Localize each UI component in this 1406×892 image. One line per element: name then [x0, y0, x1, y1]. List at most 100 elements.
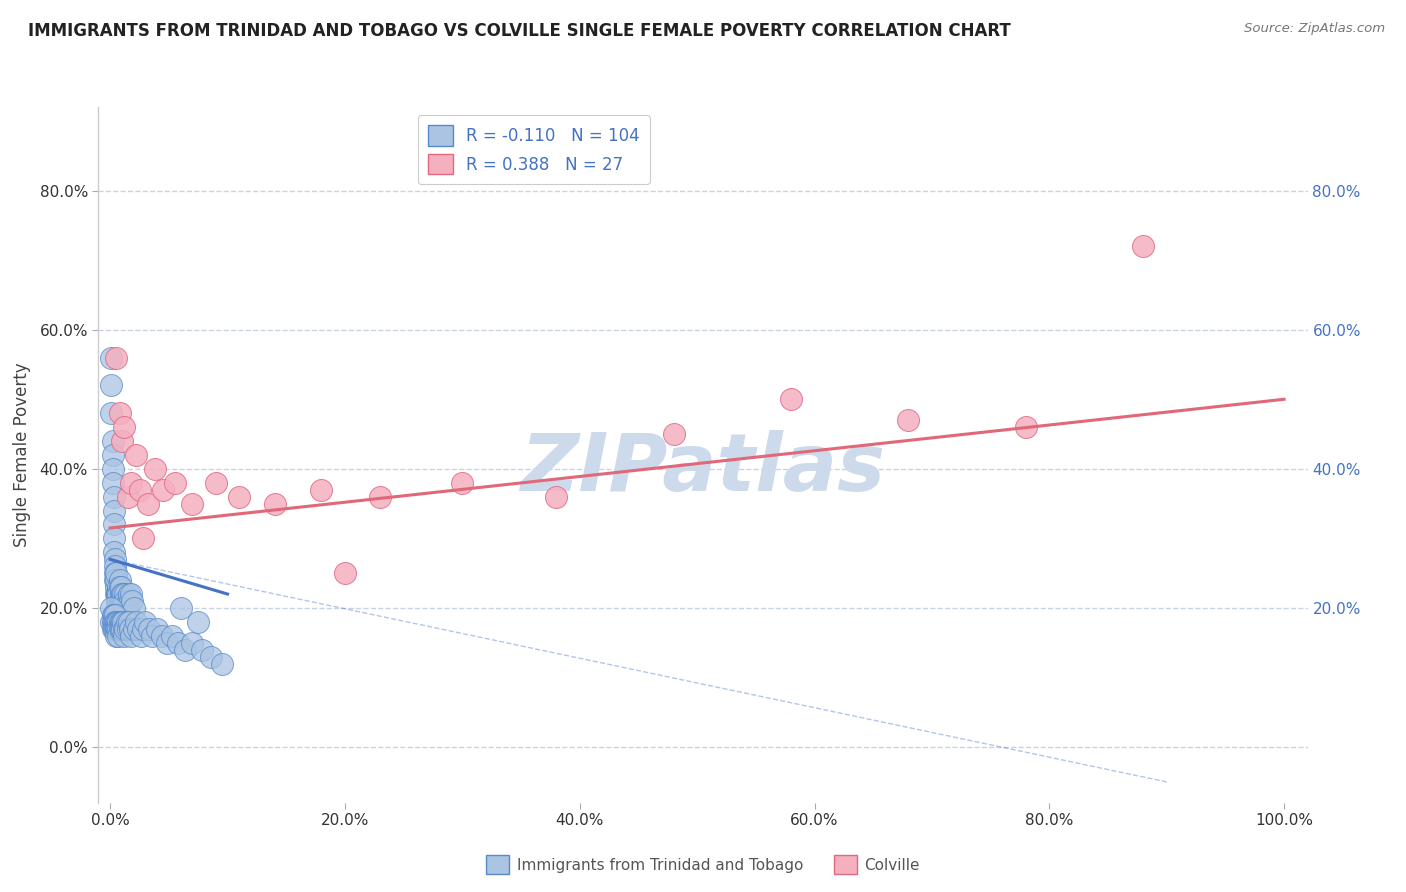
Point: [120, 475, 142, 490]
Point: [112, 420, 135, 434]
Point: [105, 573, 128, 587]
Legend: R = -0.110   N = 104, R = 0.388   N = 27: R = -0.110 N = 104, R = 0.388 N = 27: [418, 115, 650, 185]
Point: [162, 629, 184, 643]
Point: [120, 622, 142, 636]
Point: [103, 615, 125, 629]
Point: [120, 629, 142, 643]
Legend: Immigrants from Trinidad and Tobago, Colville: Immigrants from Trinidad and Tobago, Col…: [479, 849, 927, 880]
Point: [311, 483, 333, 497]
Point: [108, 573, 131, 587]
Point: [100, 601, 122, 615]
Point: [103, 545, 125, 559]
Point: [101, 475, 124, 490]
Point: [897, 413, 920, 427]
Point: [105, 580, 128, 594]
Point: [132, 622, 155, 636]
Point: [662, 427, 685, 442]
Point: [104, 559, 127, 574]
Point: [105, 615, 128, 629]
Point: [111, 622, 134, 636]
Point: [263, 497, 285, 511]
Point: [107, 622, 129, 636]
Point: [128, 483, 150, 497]
Point: [1015, 420, 1038, 434]
Point: [104, 615, 127, 629]
Point: [368, 490, 391, 504]
Point: [105, 587, 128, 601]
Point: [101, 607, 124, 622]
Point: [143, 462, 166, 476]
Point: [181, 636, 204, 650]
Point: [101, 434, 124, 448]
Point: [117, 490, 139, 504]
Point: [104, 566, 127, 581]
Point: [103, 607, 125, 622]
Point: [333, 566, 356, 581]
Point: [101, 615, 124, 629]
Point: [105, 601, 128, 615]
Point: [108, 615, 131, 629]
Point: [118, 615, 141, 629]
Point: [103, 622, 125, 636]
Point: [103, 503, 125, 517]
Point: [112, 601, 135, 615]
Point: [110, 622, 132, 636]
Point: [1132, 239, 1154, 253]
Point: [200, 649, 222, 664]
Point: [150, 629, 173, 643]
Point: [117, 622, 139, 636]
Point: [451, 475, 474, 490]
Point: [114, 594, 136, 608]
Point: [103, 517, 125, 532]
Point: [107, 587, 129, 601]
Point: [107, 615, 129, 629]
Point: [211, 657, 233, 671]
Point: [105, 566, 128, 581]
Point: [127, 622, 149, 636]
Point: [163, 475, 186, 490]
Point: [112, 629, 135, 643]
Point: [115, 615, 138, 629]
Point: [112, 615, 135, 629]
Point: [174, 642, 197, 657]
Point: [122, 622, 145, 636]
Point: [111, 594, 134, 608]
Point: [112, 594, 135, 608]
Point: [104, 622, 127, 636]
Point: [115, 601, 138, 615]
Point: [117, 594, 139, 608]
Point: [105, 622, 128, 636]
Point: [780, 392, 803, 407]
Point: [169, 601, 191, 615]
Point: [101, 448, 124, 462]
Point: [105, 615, 128, 629]
Point: [105, 587, 128, 601]
Point: [111, 587, 134, 601]
Point: [111, 434, 134, 448]
Point: [152, 483, 174, 497]
Point: [110, 587, 132, 601]
Point: [108, 622, 131, 636]
Point: [155, 636, 177, 650]
Point: [114, 622, 136, 636]
Point: [187, 615, 209, 629]
Text: ZIPatlas: ZIPatlas: [520, 430, 886, 508]
Point: [136, 497, 159, 511]
Point: [100, 378, 122, 392]
Point: [122, 601, 145, 615]
Point: [107, 594, 129, 608]
Point: [111, 601, 134, 615]
Point: [110, 580, 132, 594]
Point: [129, 629, 152, 643]
Point: [190, 642, 212, 657]
Point: [204, 475, 226, 490]
Point: [118, 587, 141, 601]
Point: [103, 532, 125, 546]
Text: Source: ZipAtlas.com: Source: ZipAtlas.com: [1244, 22, 1385, 36]
Point: [146, 622, 169, 636]
Point: [107, 629, 129, 643]
Point: [141, 629, 163, 643]
Point: [546, 490, 568, 504]
Point: [110, 615, 132, 629]
Point: [138, 622, 160, 636]
